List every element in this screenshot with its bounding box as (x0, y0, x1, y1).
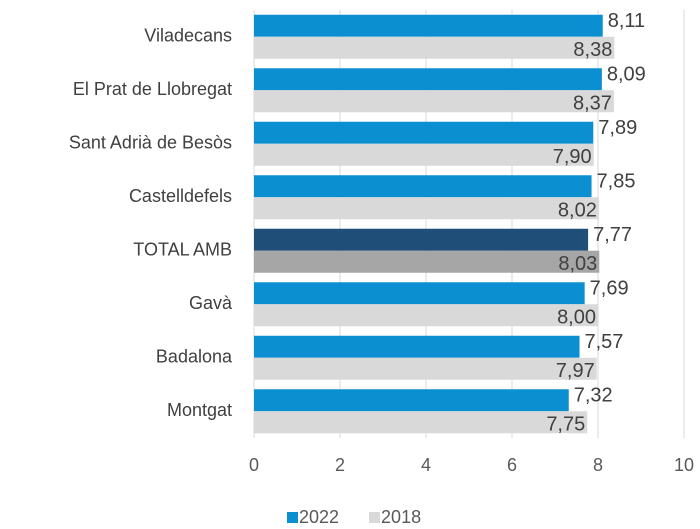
bar (254, 335, 580, 358)
bar (254, 228, 589, 251)
y-tick-label: Castelldefels (129, 186, 232, 206)
x-tick-label: 2 (335, 455, 345, 475)
data-label: 7,75 (546, 414, 585, 436)
bar (254, 68, 602, 91)
bar (254, 389, 569, 412)
legend-label: 2022 (299, 507, 339, 527)
data-label: 8,00 (557, 307, 596, 329)
data-label: 8,37 (573, 93, 612, 115)
bar (254, 175, 592, 198)
y-tick-label: Sant Adrià de Besòs (69, 133, 232, 153)
y-tick-label: TOTAL AMB (133, 240, 232, 260)
data-label: 7,89 (598, 117, 637, 139)
y-tick-label: Montgat (167, 400, 232, 420)
data-label: 7,77 (593, 224, 632, 246)
x-tick-label: 6 (507, 455, 517, 475)
x-tick-label: 10 (674, 455, 694, 475)
x-tick-label: 4 (421, 455, 431, 475)
legend-label: 2018 (381, 507, 421, 527)
bar (254, 143, 594, 166)
bar (254, 197, 599, 220)
data-label: 8,11 (608, 10, 645, 32)
y-tick-label: Viladecans (144, 26, 232, 46)
bar (254, 304, 598, 327)
data-label: 7,57 (585, 331, 624, 353)
bar (254, 14, 603, 37)
x-tick-label: 8 (593, 455, 603, 475)
bar (254, 357, 597, 380)
x-tick-label: 0 (249, 455, 259, 475)
data-label: 8,03 (558, 253, 597, 275)
legend-swatch (369, 512, 381, 523)
data-label: 7,32 (574, 385, 613, 407)
bar (254, 36, 615, 59)
bar (254, 90, 614, 113)
data-label: 7,90 (553, 146, 592, 168)
data-label: 7,85 (597, 171, 636, 193)
bar (254, 250, 600, 273)
bar (254, 282, 585, 305)
y-tick-label: El Prat de Llobregat (73, 79, 232, 99)
legend-swatch (287, 512, 298, 523)
data-label: 7,69 (590, 278, 629, 300)
data-label: 8,38 (573, 39, 612, 61)
bar (254, 411, 588, 434)
y-tick-label: Badalona (156, 347, 233, 367)
bar (254, 121, 594, 144)
data-label: 8,02 (558, 200, 597, 222)
y-tick-label: Gavà (189, 293, 233, 313)
data-label: 7,97 (556, 360, 595, 382)
data-label: 8,09 (607, 64, 646, 86)
